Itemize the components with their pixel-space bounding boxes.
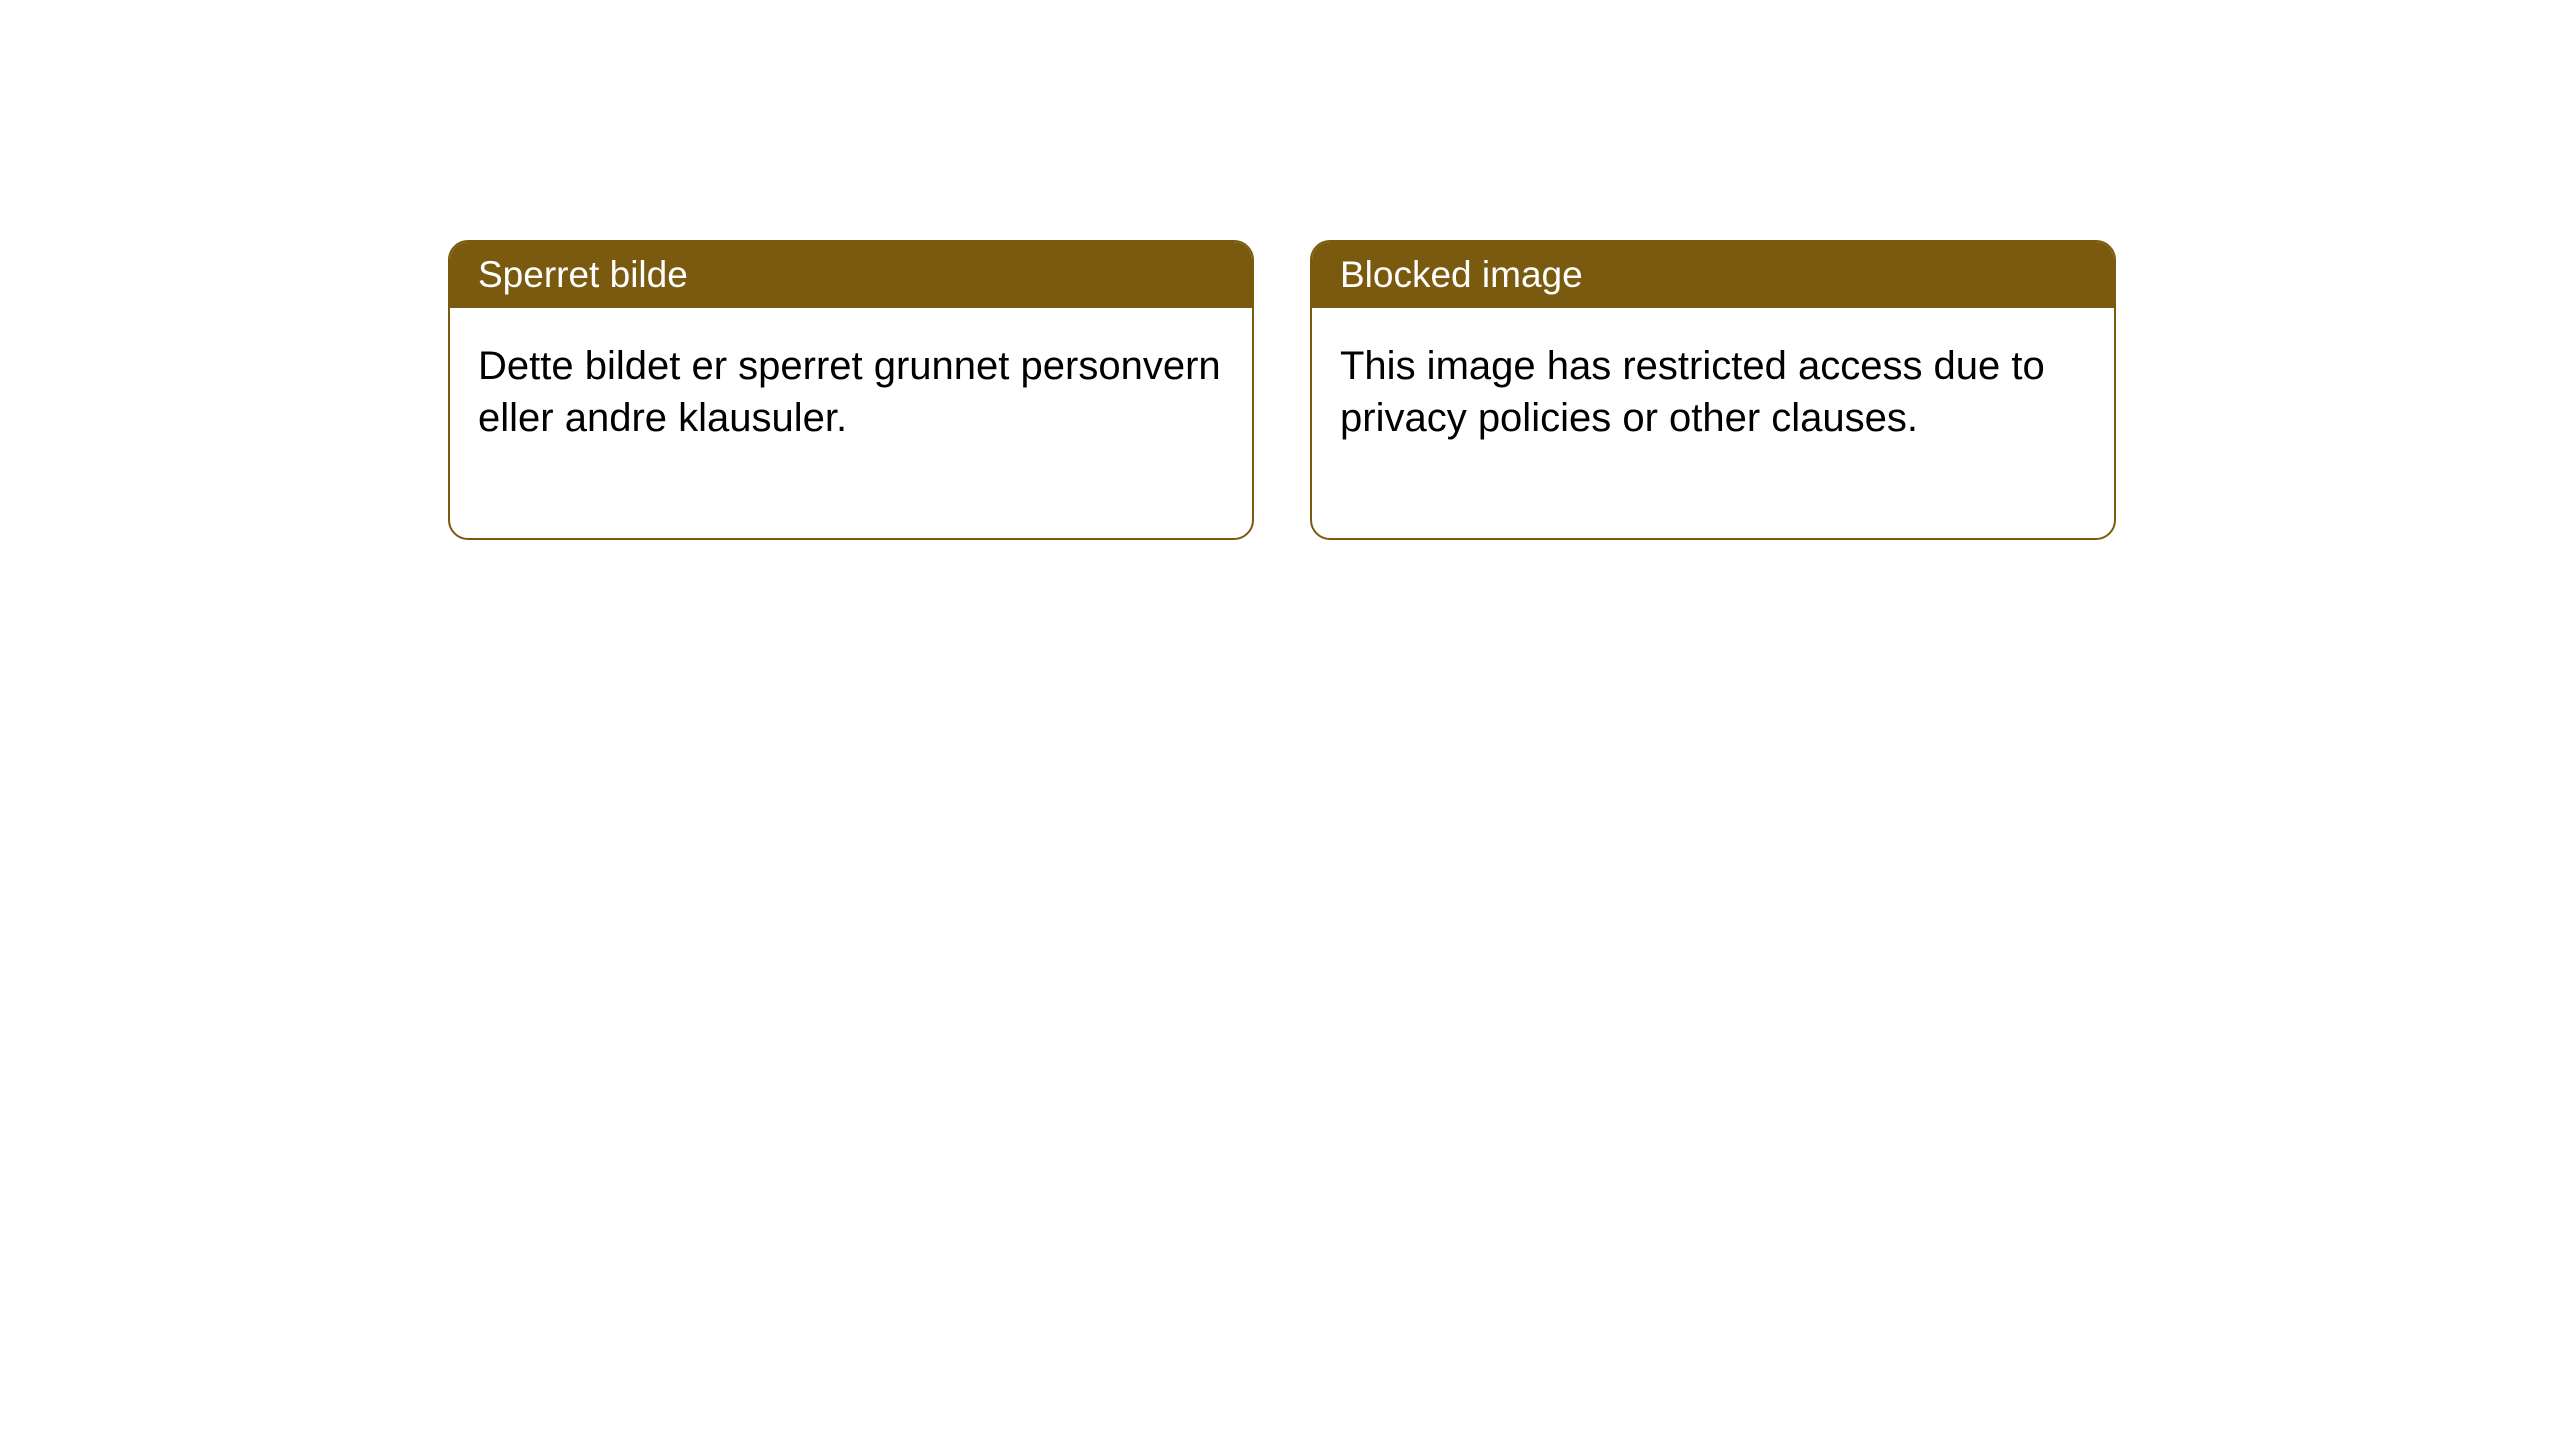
notice-header: Blocked image — [1312, 242, 2114, 308]
notice-container: Sperret bilde Dette bildet er sperret gr… — [0, 0, 2560, 540]
notice-card-norwegian: Sperret bilde Dette bildet er sperret gr… — [448, 240, 1254, 540]
notice-card-english: Blocked image This image has restricted … — [1310, 240, 2116, 540]
notice-title: Sperret bilde — [478, 254, 688, 295]
notice-body: Dette bildet er sperret grunnet personve… — [450, 308, 1252, 538]
notice-body-text: Dette bildet er sperret grunnet personve… — [478, 344, 1221, 440]
notice-title: Blocked image — [1340, 254, 1583, 295]
notice-body: This image has restricted access due to … — [1312, 308, 2114, 538]
notice-body-text: This image has restricted access due to … — [1340, 344, 2045, 440]
notice-header: Sperret bilde — [450, 242, 1252, 308]
